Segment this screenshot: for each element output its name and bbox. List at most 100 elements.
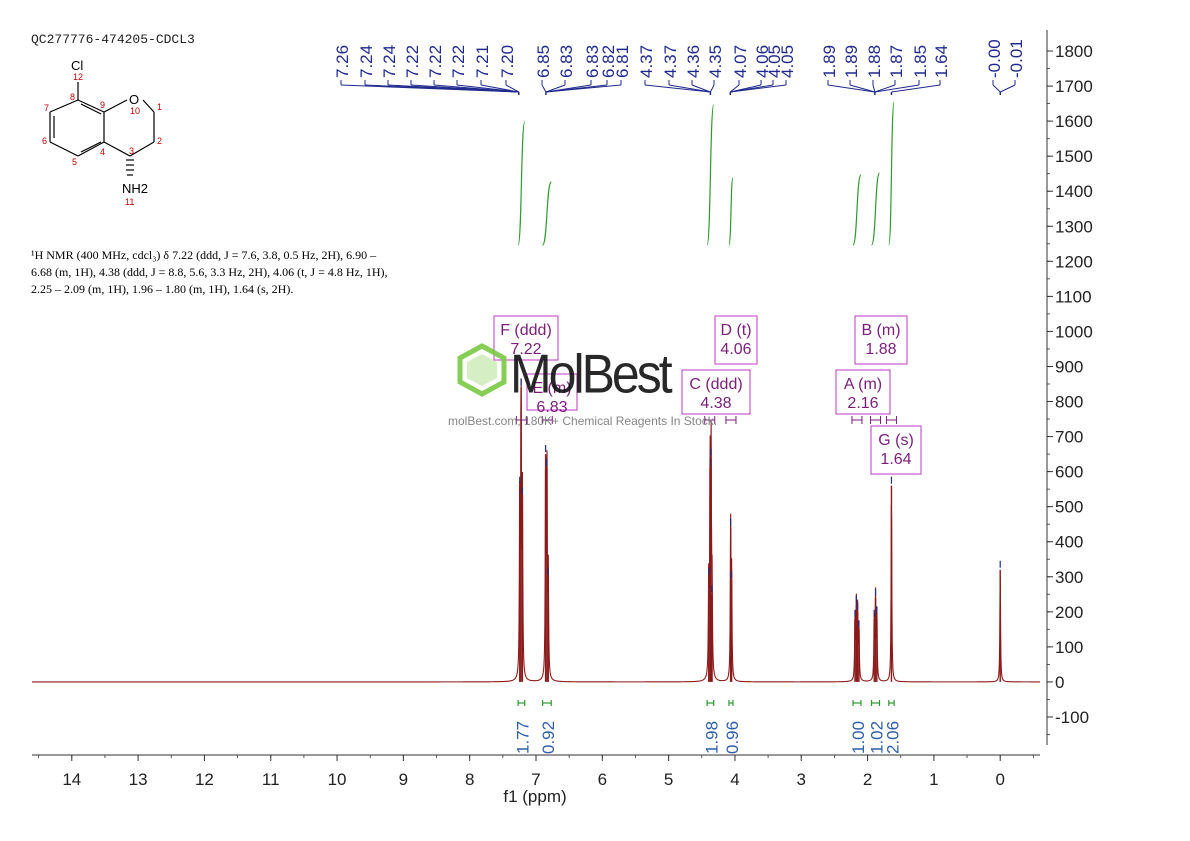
integral-value: 0.96 — [723, 721, 742, 754]
x-tick-label: 2 — [863, 770, 872, 789]
peak-label-leader — [691, 84, 711, 93]
peak-label-leader — [545, 84, 622, 93]
peak-label: 4.35 — [706, 45, 725, 78]
peak-label: 7.20 — [498, 45, 517, 78]
integral-value: 0.92 — [539, 721, 558, 754]
y-tick-label: 300 — [1055, 568, 1083, 587]
multiplet-label: D (t) 4.06 — [714, 315, 758, 424]
molecule-structure: Cl O NH2 12 7 8 9 10 1 6 5 4 3 2 11 — [42, 58, 162, 207]
atom-number-8: 8 — [70, 92, 75, 102]
x-tick-label: 10 — [328, 770, 347, 789]
y-tick-label: 1200 — [1055, 252, 1093, 271]
peak-label-leader — [541, 84, 547, 93]
peak-label: 6.83 — [557, 45, 576, 78]
peak-label: 7.22 — [449, 45, 468, 78]
peak-label: 7.21 — [473, 45, 492, 78]
peak-label: 1.89 — [842, 45, 861, 78]
x-tick-label: 12 — [195, 770, 214, 789]
watermark-brand: MolBest — [510, 343, 673, 405]
multiplet-type: B (m) — [861, 322, 900, 339]
x-tick-label: 1 — [929, 770, 938, 789]
multiplet-label: A (m) 2.16 — [835, 369, 891, 424]
peak-label: 1.88 — [865, 45, 884, 78]
peak-label-leader — [644, 84, 711, 93]
y-tick-label: 100 — [1055, 638, 1083, 657]
peak-label: -0.01 — [1007, 39, 1026, 78]
integral-curves — [517, 101, 895, 246]
multiplet-boxes: F (ddd) 7.22 E (m) 6.83 D (t) 4.06 C (ddd) 4.38… — [493, 315, 922, 475]
peak-label-leader — [872, 84, 876, 93]
integral-value: 2.06 — [883, 721, 902, 754]
peak-label-leader — [849, 84, 876, 93]
x-tick-label: 9 — [399, 770, 408, 789]
peak-label: 4.05 — [765, 45, 784, 78]
spectrum-line — [32, 378, 1040, 683]
y-tick-label: 0 — [1055, 673, 1064, 692]
peak-label-leader — [729, 84, 740, 93]
x-tick-label: 7 — [531, 770, 540, 789]
atom-number-7: 7 — [44, 103, 49, 113]
y-tick-label: 1800 — [1055, 42, 1093, 61]
multiplet-label: F (ddd) 7.22 — [493, 315, 559, 424]
multiplet-type: E (m) — [532, 380, 571, 397]
y-tick-label: 900 — [1055, 357, 1083, 376]
peak-label: 7.24 — [380, 45, 399, 78]
peak-label: 4.05 — [778, 45, 797, 78]
x-tick-label: 13 — [129, 770, 148, 789]
y-tick-label: 600 — [1055, 463, 1083, 482]
multiplet-shift: 4.38 — [700, 395, 731, 412]
integral-value: 1.02 — [868, 721, 887, 754]
x-tick-label: 8 — [465, 770, 474, 789]
peak-label: 7.22 — [426, 45, 445, 78]
peak-labels: 7.26 7.24 7.24 7.22 7.22 7.22 7.21 7.20 6.85 6.83… — [333, 39, 1026, 95]
integral-curve — [728, 177, 734, 246]
x-tick-label: 14 — [62, 770, 81, 789]
integral-curve — [542, 181, 552, 246]
x-axis-label: f1 (ppm) — [503, 787, 566, 806]
integral-value: 1.98 — [702, 721, 721, 754]
multiplet-shift: 1.64 — [880, 451, 911, 468]
atom-number-11: 11 — [125, 197, 134, 207]
peak-label-leader — [730, 84, 787, 93]
multiplet-box — [870, 425, 922, 475]
multiplet-type: A (m) — [844, 376, 882, 393]
peak-label-leader — [827, 84, 875, 93]
multiplet-type: G (s) — [878, 432, 914, 449]
atom-o: O — [129, 92, 139, 107]
peak-label: 6.83 — [583, 45, 602, 78]
multiplet-shift: 6.83 — [536, 399, 567, 416]
multiplet-shift: 1.88 — [865, 341, 896, 358]
peak-label: 4.37 — [661, 45, 680, 78]
y-tick-label: 700 — [1055, 428, 1083, 447]
atom-number-6: 6 — [42, 136, 47, 146]
peak-label: 6.85 — [534, 45, 553, 78]
y-tick-label: 200 — [1055, 603, 1083, 622]
multiplet-box — [681, 369, 751, 415]
peak-label: 4.36 — [684, 45, 703, 78]
multiplet-label: G (s) 1.64 — [870, 416, 922, 475]
atom-cl: Cl — [71, 58, 83, 73]
peak-label-leader — [709, 84, 715, 93]
integral-curve — [852, 174, 862, 246]
x-axis: 14 13 12 11 10 9 8 7 6 5 4 3 2 1 0 — [32, 754, 1040, 789]
y-tick-label: 400 — [1055, 533, 1083, 552]
peak-label-leader — [480, 84, 519, 93]
atom-number-5: 5 — [72, 157, 77, 167]
peak-label-leader — [874, 84, 920, 93]
multiplet-box — [714, 315, 758, 365]
peak-label-leader — [545, 84, 566, 93]
y-tick-label: 1600 — [1055, 112, 1093, 131]
multiplet-type: D (t) — [720, 322, 751, 339]
integral-markers: 1.77 0.92 1.98 0.96 1.00 1.022.06 — [513, 700, 902, 754]
multiplet-box — [835, 369, 891, 415]
multiplet-box — [493, 315, 559, 361]
spectrum-trace — [32, 378, 1040, 683]
nmr-description: ¹H NMR (400 MHz, cdcl₃) δ 7.22 (ddd, J =… — [31, 248, 388, 296]
peak-label-leader — [668, 84, 711, 93]
multiplet-shift: 2.16 — [847, 395, 878, 412]
y-tick-label: 1000 — [1055, 322, 1093, 341]
atom-number-10: 10 — [130, 106, 140, 116]
peak-label: 7.26 — [333, 45, 352, 78]
peak-label: 1.85 — [911, 45, 930, 78]
multiplet-shift: 4.06 — [720, 341, 751, 358]
